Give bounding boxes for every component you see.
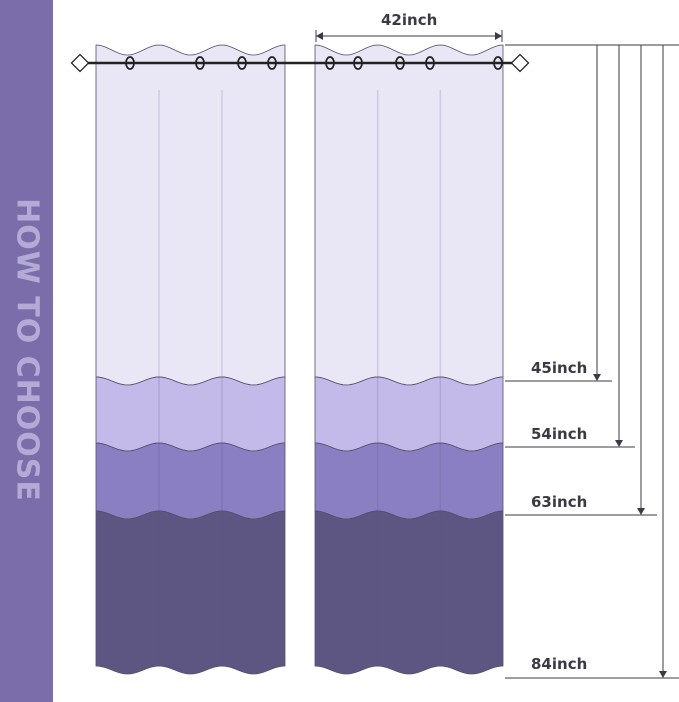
rod-finial-left [70,53,90,73]
curtain-2-band-1 [314,44,504,386]
grommet [237,56,247,70]
curtain-2-band-3 [314,442,504,520]
grommet [353,56,363,70]
arrow-left-icon [316,32,323,40]
length-label-84: 84inch [531,655,588,673]
grommet [195,56,205,70]
curtain-1-band-1 [95,44,286,386]
grommet [425,56,435,70]
length-label-54: 54inch [531,425,588,443]
arrow-down-icon [593,374,601,381]
arrow-down-icon [659,671,667,678]
curtain-1-band-2 [95,376,286,452]
grommet [267,56,277,70]
arrow-down-icon [615,440,623,447]
length-label-63: 63inch [531,493,588,511]
grommet [493,56,503,70]
width-label: 42inch [381,11,438,29]
curtain-1-band-4 [95,510,286,675]
grommet [325,56,335,70]
curtain-1-band-3 [95,442,286,520]
curtain-2-band-2 [314,376,504,452]
length-label-45: 45inch [531,359,588,377]
rod-finial-right [510,53,530,73]
arrow-down-icon [637,508,645,515]
sidebar: HOW TO CHOOSE [0,0,53,702]
arrow-right-icon [495,32,502,40]
grommet [125,56,135,70]
curtain-2-band-4 [314,510,504,675]
grommet [395,56,405,70]
